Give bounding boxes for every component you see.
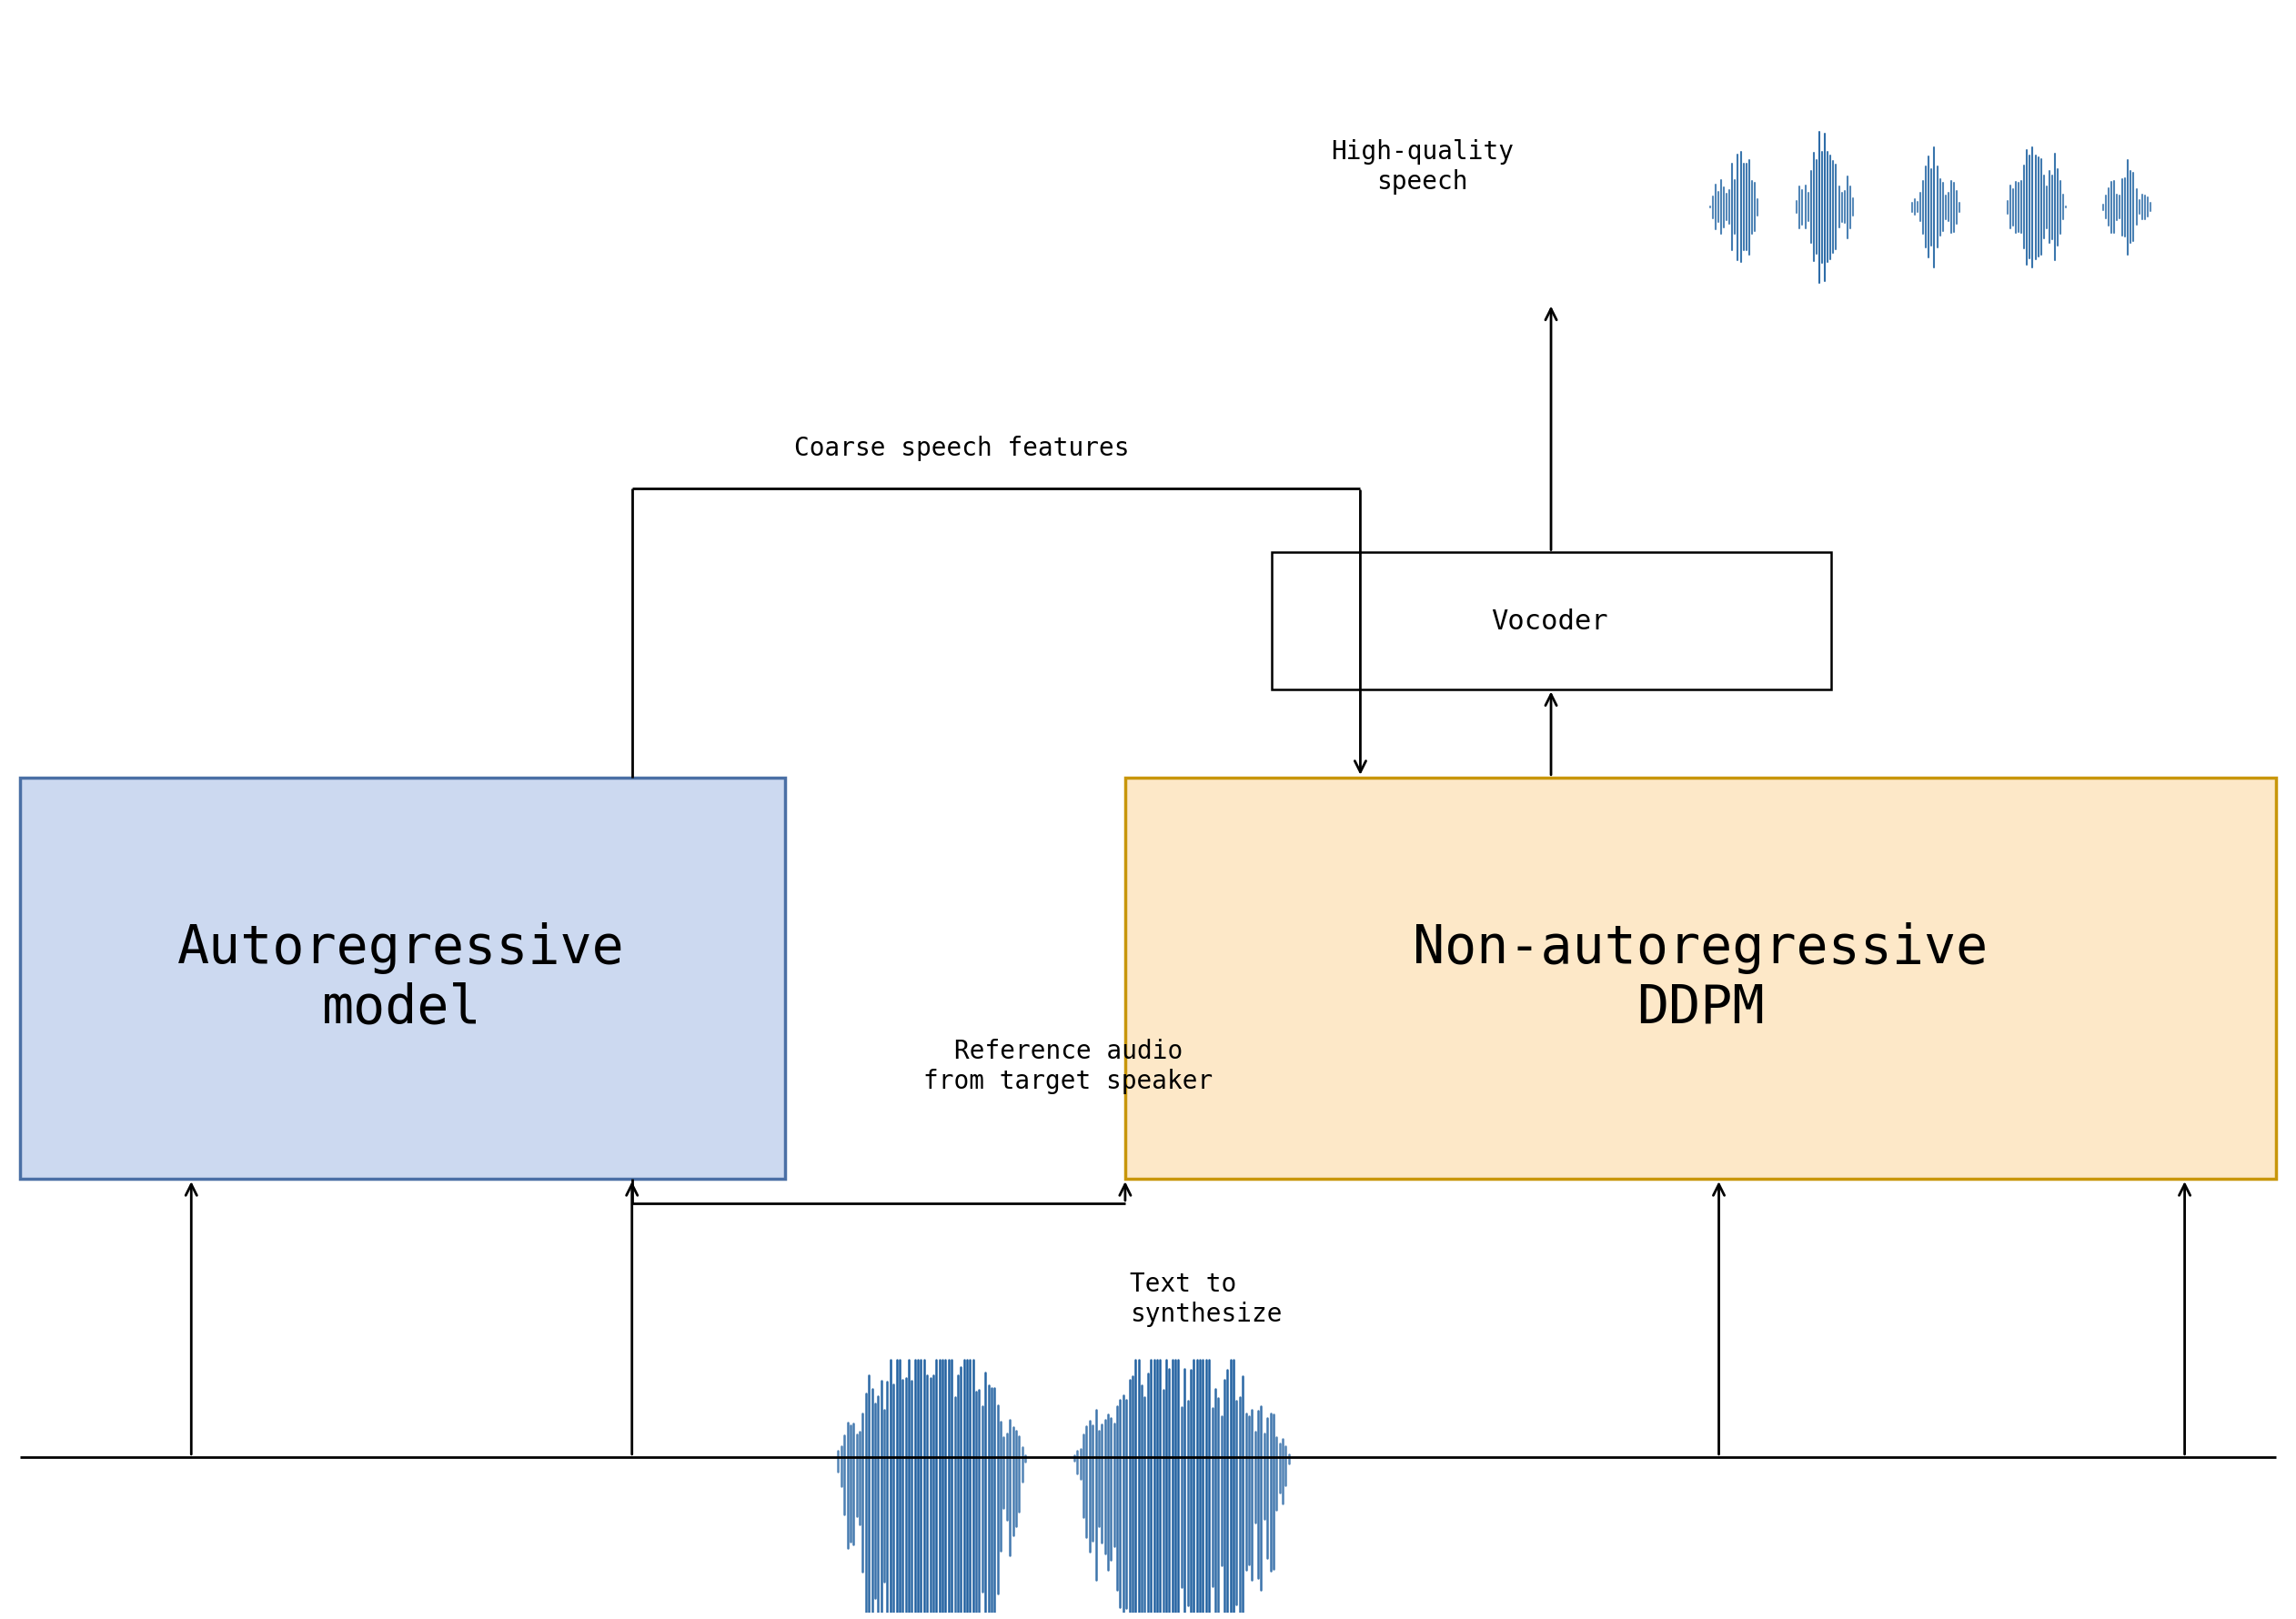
Text: Coarse speech features: Coarse speech features <box>794 436 1130 461</box>
Text: Non-autoregressive
DDPM: Non-autoregressive DDPM <box>1412 923 1988 1035</box>
Text: Reference audio
from target speaker: Reference audio from target speaker <box>923 1039 1212 1094</box>
Text: Autoregressive
model: Autoregressive model <box>177 923 625 1035</box>
Text: High-quality
speech: High-quality speech <box>1332 139 1513 194</box>
Text: Vocoder: Vocoder <box>1492 609 1609 635</box>
FancyBboxPatch shape <box>21 777 785 1179</box>
FancyBboxPatch shape <box>1272 552 1830 690</box>
Text: Text to
synthesize: Text to synthesize <box>1130 1273 1281 1328</box>
FancyBboxPatch shape <box>1125 777 2275 1179</box>
